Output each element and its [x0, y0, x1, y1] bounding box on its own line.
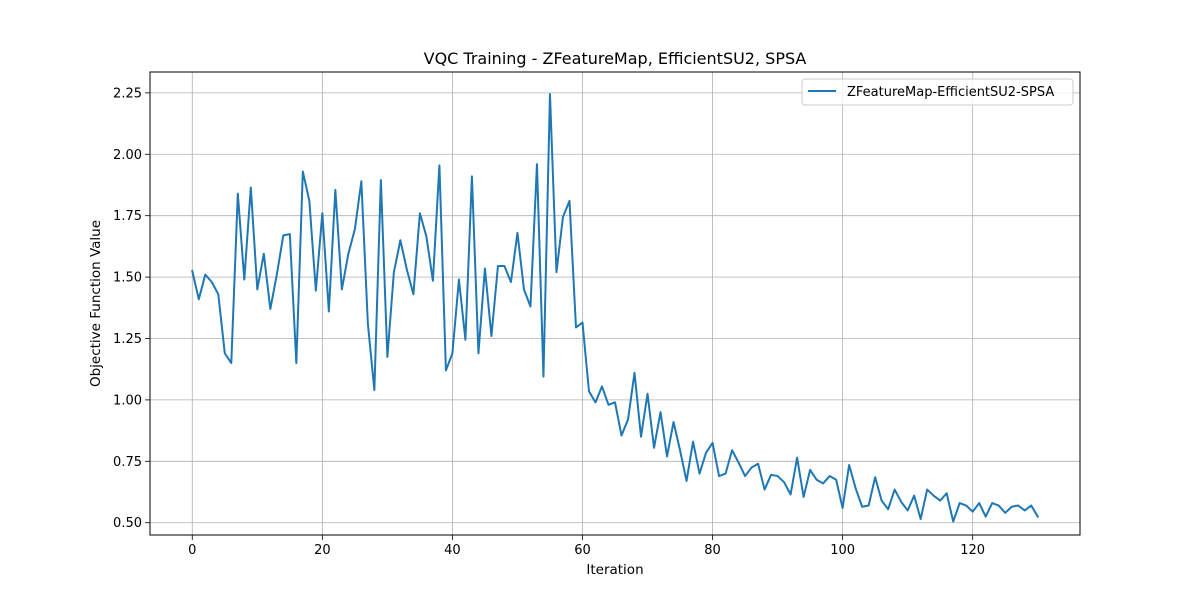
- y-tick-label: 1.50: [113, 271, 142, 286]
- x-tick-label: 0: [188, 543, 196, 558]
- y-tick-label: 2.25: [113, 86, 142, 101]
- grid: [150, 72, 1080, 535]
- x-axis-ticks: 0 20 40 60 80 100 120: [188, 535, 985, 558]
- x-tick-label: 100: [830, 543, 855, 558]
- x-tick-label: 20: [314, 543, 331, 558]
- legend-label: ZFeatureMap-EfficientSU2-SPSA: [847, 85, 1054, 100]
- x-tick-label: 40: [444, 543, 461, 558]
- plot-frame: [149, 71, 1081, 536]
- y-axis-label: Objective Function Value: [88, 220, 104, 387]
- y-tick-label: 1.25: [113, 332, 142, 347]
- legend: ZFeatureMap-EfficientSU2-SPSA: [801, 78, 1074, 106]
- series-line: [191, 93, 1040, 523]
- y-tick-label: 1.75: [113, 209, 142, 224]
- series-group: [191, 93, 1040, 523]
- x-tick-label: 80: [704, 543, 721, 558]
- y-tick-label: 0.50: [113, 516, 142, 531]
- legend-box: [801, 78, 1074, 106]
- x-tick-label: 60: [574, 543, 591, 558]
- y-tick-label: 1.00: [113, 393, 142, 408]
- x-axis-label: Iteration: [586, 562, 643, 578]
- y-axis-ticks: 0.50 0.75 1.00 1.25 1.50 1.75 2.00 2.25: [113, 86, 150, 531]
- chart-title: VQC Training - ZFeatureMap, EfficientSU2…: [424, 49, 807, 68]
- y-tick-label: 0.75: [113, 455, 142, 470]
- x-tick-label: 120: [960, 543, 985, 558]
- y-tick-label: 2.00: [113, 148, 142, 163]
